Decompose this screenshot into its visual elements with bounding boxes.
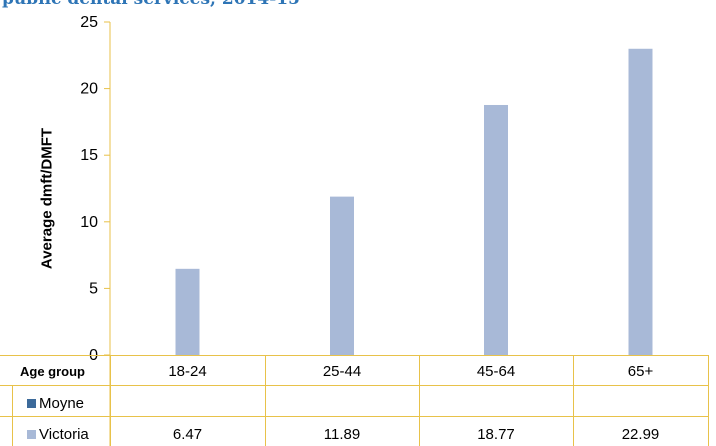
bar-victoria — [484, 104, 508, 355]
victoria-value: 11.89 — [323, 426, 361, 443]
axes — [0, 22, 709, 446]
y-tick-label: 10 — [80, 214, 98, 231]
category-label: 25-44 — [322, 363, 362, 380]
y-tick-label: 20 — [80, 81, 98, 98]
bar-victoria — [628, 48, 653, 356]
victoria-swatch — [27, 430, 36, 439]
victoria-value: 18.77 — [477, 426, 515, 443]
victoria-value: 6.47 — [172, 426, 203, 443]
legend-row-moyne: Moyne — [27, 395, 84, 412]
legend-row-victoria: Victoria — [27, 426, 89, 443]
table-header-age-group: Age group — [20, 364, 85, 379]
category-label: 65+ — [627, 363, 654, 380]
category-label: 45-64 — [476, 363, 516, 380]
y-tick-label: 25 — [80, 14, 98, 31]
y-tick-label: 15 — [80, 147, 98, 164]
y-tick-label: 5 — [89, 280, 98, 297]
series-name-victoria: Victoria — [39, 426, 89, 443]
bars — [175, 48, 653, 356]
victoria-value: 22.99 — [621, 426, 660, 443]
category-label: 18-24 — [168, 363, 207, 380]
bar-victoria — [330, 196, 354, 355]
page-title: public dental services, 2014-15 — [2, 0, 300, 9]
bar-victoria — [175, 268, 200, 355]
series-name-moyne: Moyne — [39, 395, 85, 412]
moyne-swatch — [27, 399, 36, 408]
